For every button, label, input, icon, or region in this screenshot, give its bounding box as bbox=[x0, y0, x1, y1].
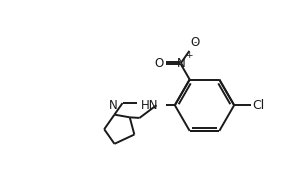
Text: +: + bbox=[185, 51, 193, 60]
Text: -: - bbox=[194, 38, 197, 47]
Text: O: O bbox=[190, 36, 199, 49]
Text: HN: HN bbox=[140, 99, 158, 112]
Text: O: O bbox=[155, 57, 164, 70]
Text: N: N bbox=[109, 99, 118, 112]
Text: N: N bbox=[177, 57, 186, 70]
Text: Cl: Cl bbox=[252, 99, 265, 112]
